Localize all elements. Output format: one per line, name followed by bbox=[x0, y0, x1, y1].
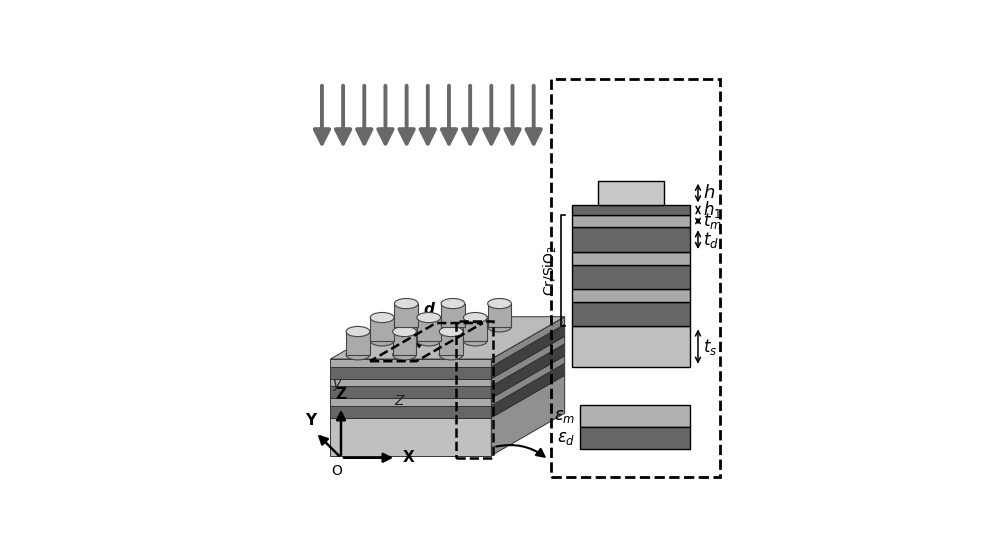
Polygon shape bbox=[463, 317, 487, 341]
Ellipse shape bbox=[439, 327, 463, 337]
Ellipse shape bbox=[346, 350, 370, 360]
Polygon shape bbox=[394, 304, 418, 327]
Polygon shape bbox=[330, 324, 565, 367]
Polygon shape bbox=[491, 344, 565, 398]
Text: Cr: Cr bbox=[623, 406, 647, 425]
Polygon shape bbox=[330, 375, 565, 417]
Text: $t_d$: $t_d$ bbox=[703, 230, 719, 250]
Text: Y: Y bbox=[305, 413, 316, 428]
Polygon shape bbox=[330, 317, 565, 359]
Polygon shape bbox=[330, 367, 491, 378]
Text: y: y bbox=[333, 377, 341, 392]
Ellipse shape bbox=[488, 299, 511, 309]
Text: Z: Z bbox=[335, 387, 346, 402]
Ellipse shape bbox=[439, 350, 463, 360]
Text: $h$: $h$ bbox=[703, 184, 715, 202]
Text: Z: Z bbox=[395, 394, 404, 409]
Polygon shape bbox=[439, 332, 463, 355]
Ellipse shape bbox=[370, 336, 394, 346]
Text: SiO$_2$: SiO$_2$ bbox=[612, 427, 659, 449]
Ellipse shape bbox=[463, 336, 487, 346]
Bar bbox=[572, 205, 690, 214]
Polygon shape bbox=[393, 332, 416, 355]
Polygon shape bbox=[491, 317, 565, 367]
Ellipse shape bbox=[417, 312, 441, 323]
Polygon shape bbox=[330, 417, 491, 455]
Ellipse shape bbox=[488, 322, 511, 332]
Text: X: X bbox=[402, 450, 414, 465]
Text: $\varepsilon_d$: $\varepsilon_d$ bbox=[557, 429, 575, 447]
Polygon shape bbox=[330, 336, 565, 378]
Bar bbox=[572, 327, 690, 367]
Bar bbox=[580, 405, 690, 427]
Polygon shape bbox=[488, 304, 511, 327]
Text: $\varepsilon_m$: $\varepsilon_m$ bbox=[554, 407, 575, 425]
Text: O: O bbox=[331, 464, 342, 478]
Polygon shape bbox=[330, 398, 491, 406]
Text: $t_m$: $t_m$ bbox=[703, 211, 722, 231]
Polygon shape bbox=[417, 317, 441, 341]
Ellipse shape bbox=[394, 322, 418, 332]
Bar bbox=[572, 289, 690, 302]
Text: Cr/SiO$_2$: Cr/SiO$_2$ bbox=[542, 245, 559, 296]
Ellipse shape bbox=[346, 327, 370, 337]
Polygon shape bbox=[330, 359, 491, 367]
Ellipse shape bbox=[441, 322, 465, 332]
Bar bbox=[580, 427, 690, 449]
Text: $h_1$: $h_1$ bbox=[703, 200, 722, 221]
Ellipse shape bbox=[370, 312, 394, 323]
Polygon shape bbox=[370, 317, 394, 341]
Polygon shape bbox=[330, 364, 565, 406]
Ellipse shape bbox=[393, 327, 416, 337]
Text: $t_s$: $t_s$ bbox=[703, 337, 717, 356]
Polygon shape bbox=[330, 386, 491, 398]
Text: P: P bbox=[402, 329, 413, 344]
Bar bbox=[572, 302, 690, 327]
Polygon shape bbox=[330, 356, 565, 398]
Bar bbox=[572, 227, 690, 252]
Bar bbox=[572, 214, 690, 227]
Bar bbox=[598, 181, 664, 205]
Polygon shape bbox=[491, 356, 565, 406]
Polygon shape bbox=[491, 364, 565, 417]
Ellipse shape bbox=[441, 299, 465, 309]
Ellipse shape bbox=[394, 299, 418, 309]
Ellipse shape bbox=[417, 336, 441, 346]
Text: d: d bbox=[423, 302, 434, 317]
Bar bbox=[572, 252, 690, 265]
Polygon shape bbox=[330, 344, 565, 386]
FancyArrowPatch shape bbox=[496, 445, 544, 456]
Polygon shape bbox=[441, 304, 465, 327]
Polygon shape bbox=[330, 378, 491, 386]
Ellipse shape bbox=[393, 350, 416, 360]
Polygon shape bbox=[491, 324, 565, 378]
Polygon shape bbox=[330, 406, 491, 417]
Polygon shape bbox=[491, 336, 565, 386]
Bar bbox=[572, 265, 690, 289]
Polygon shape bbox=[491, 375, 565, 455]
Text: P: P bbox=[446, 335, 458, 350]
Ellipse shape bbox=[463, 312, 487, 323]
Polygon shape bbox=[346, 332, 370, 355]
